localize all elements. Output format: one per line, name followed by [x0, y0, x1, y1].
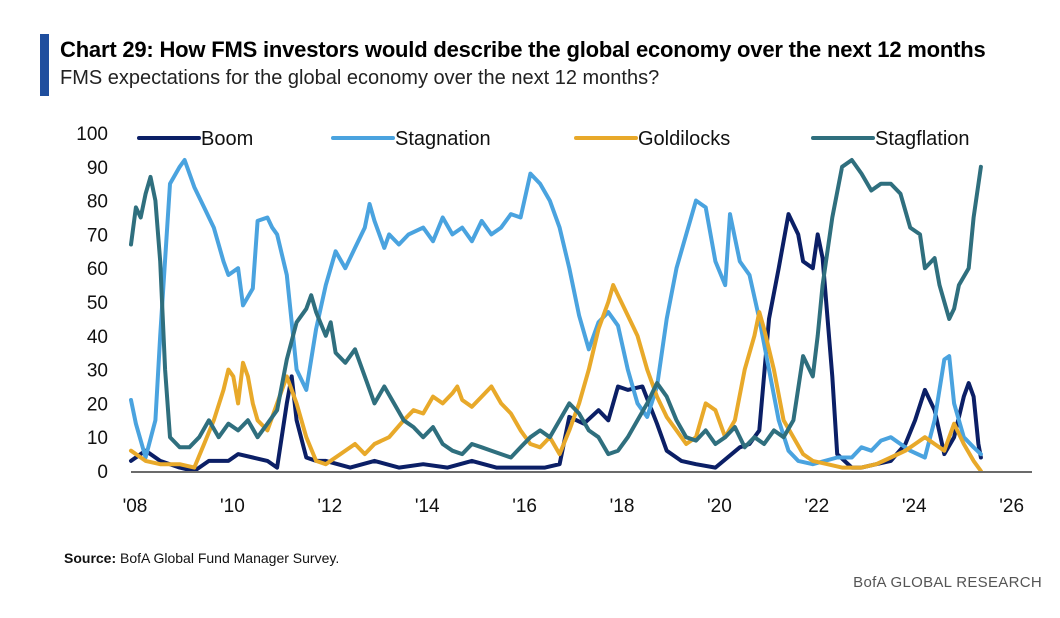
y-tick-label: 90 [87, 158, 108, 179]
x-tick-label: '18 [610, 496, 635, 517]
chart-title: Chart 29: How FMS investors would descri… [60, 37, 986, 62]
x-tick-label: '10 [220, 496, 245, 517]
source-text: BofA Global Fund Manager Survey. [116, 550, 340, 566]
y-tick-label: 50 [87, 293, 108, 314]
x-tick-label: '22 [804, 496, 829, 517]
y-tick-label: 60 [87, 259, 108, 280]
x-tick-label: '24 [902, 496, 927, 517]
y-tick-label: 40 [87, 327, 108, 348]
legend-label-stagflation: Stagflation [875, 128, 970, 150]
brand-label: BofA GLOBAL RESEARCH [853, 574, 1042, 591]
x-tick-label: '20 [707, 496, 732, 517]
title-accent-bar [40, 34, 49, 96]
y-tick-label: 70 [87, 225, 108, 246]
x-tick-label: '14 [415, 496, 440, 517]
series-line-boom [129, 212, 983, 473]
y-tick-label: 30 [87, 361, 108, 382]
series-line-stagnation [129, 158, 983, 467]
x-tick-label: '08 [123, 496, 148, 517]
x-tick-label: '16 [512, 496, 537, 517]
y-tick-label: 20 [87, 394, 108, 415]
chart-subtitle: FMS expectations for the global economy … [60, 67, 660, 89]
legend-label-boom: Boom [201, 128, 253, 150]
y-tick-label: 100 [76, 124, 108, 145]
legend-label-goldilocks: Goldilocks [638, 128, 730, 150]
x-tick-label: '26 [999, 496, 1024, 517]
y-tick-label: 0 [97, 462, 108, 483]
series-line-goldilocks [129, 283, 983, 473]
source-note: Source: BofA Global Fund Manager Survey. [64, 550, 339, 566]
line-chart: 0 10 20 30 40 50 60 70 80 90 100 '08 '10 '12 '14 '16 '18… [76, 124, 1032, 517]
y-tick-label: 10 [87, 428, 108, 449]
x-tick-label: '12 [317, 496, 342, 517]
legend-label-stagnation: Stagnation [395, 128, 491, 150]
series-line-stagflation [129, 158, 983, 460]
source-label: Source: [64, 550, 117, 566]
y-tick-label: 80 [87, 192, 108, 213]
